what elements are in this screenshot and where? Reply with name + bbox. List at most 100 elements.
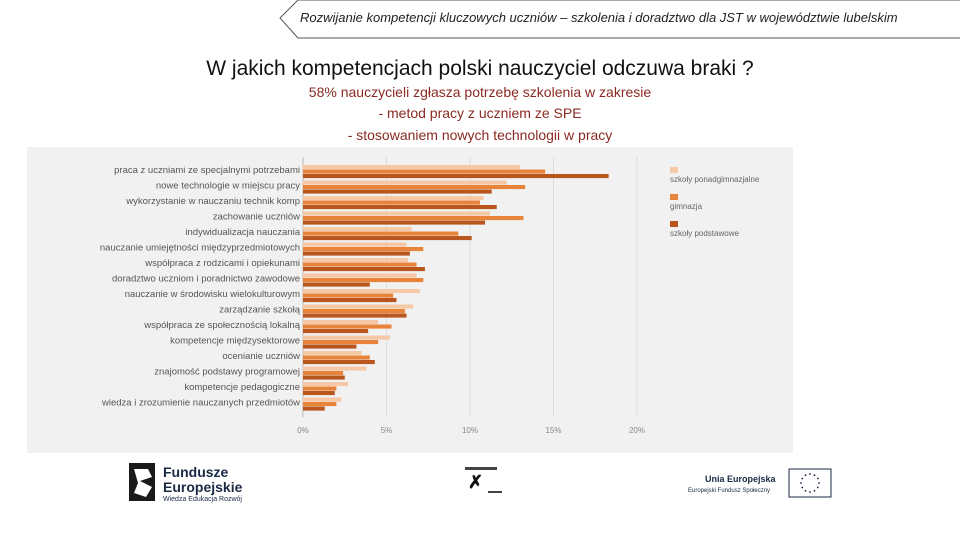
bar (303, 366, 367, 371)
legend-swatch (670, 221, 678, 227)
fe-line-3: Wiedza Edukacja Rozwój (163, 496, 242, 503)
eu-star (813, 489, 816, 492)
fundusze-europejskie-logo: Fundusze Europejskie Wiedza Edukacja Roz… (129, 463, 243, 503)
bar (303, 220, 486, 225)
category-label: zarządzanie szkołą (219, 305, 301, 316)
bar (303, 406, 325, 411)
eu-star (801, 486, 804, 489)
category-label: wiedza i zrozumienie nauczanych przedmio… (101, 398, 300, 409)
x-tick-label: 15% (545, 426, 561, 435)
category-label: znajomość podstawy programowej (154, 367, 300, 378)
bar (303, 258, 409, 263)
bar (303, 273, 417, 278)
category-label: praca z uczniami ze specjalnymi potrzeba… (114, 165, 300, 176)
bar (303, 324, 392, 329)
category-label: nowe technologie w miejscu pracy (156, 181, 300, 192)
bar (303, 247, 424, 252)
category-label: współpraca z rodzicami i opiekunami (144, 258, 300, 269)
eu-star (804, 489, 807, 492)
category-label: wykorzystanie w nauczaniu technik komp (125, 196, 300, 207)
bar (303, 360, 375, 365)
bar (303, 340, 379, 345)
banner-text: Rozwijanie kompetencji kluczowych ucznió… (300, 10, 898, 25)
eu-star (816, 486, 819, 489)
eu-star (816, 477, 819, 480)
legend-swatch (670, 194, 678, 200)
bar (303, 282, 370, 287)
bar (303, 205, 497, 210)
legend-label: szkoły podstawowe (670, 229, 739, 238)
category-label: nauczanie umiejętności międzyprzedmiotow… (100, 243, 300, 254)
bar (303, 165, 521, 170)
bar (303, 298, 397, 303)
middle-logo: ✗ (465, 467, 502, 493)
eu-star (800, 482, 802, 484)
bar (303, 329, 369, 334)
fe-line-1: Fundusze (163, 464, 229, 480)
eu-star (813, 474, 816, 477)
bar (303, 200, 481, 205)
bar (303, 351, 362, 356)
subtitle-line-1: 58% nauczycieli zgłasza potrzebę szkolen… (308, 84, 652, 100)
bar (303, 251, 410, 256)
bar (303, 304, 414, 309)
eu-star (809, 491, 811, 493)
eu-logo: Unia Europejska Europejski Fundusz Społe… (688, 468, 832, 498)
bar (303, 335, 390, 340)
subtitle-line-2: - metod pracy z uczniem ze SPE (378, 105, 582, 121)
bar (303, 169, 546, 174)
fe-line-2: Europejskie (163, 479, 243, 495)
bar (303, 382, 349, 387)
bar (303, 320, 379, 325)
x-tick-label: 20% (629, 426, 645, 435)
category-label: nauczanie w środowisku wielokulturowym (125, 289, 300, 300)
category-label: współpraca ze społecznością lokalną (143, 320, 300, 331)
category-label: ocenianie uczniów (222, 351, 300, 362)
bar-chart: 0% 5% 10% 15% 20% praca z uczniami ze specjal… (100, 157, 760, 435)
bar (303, 242, 407, 247)
footer-logos: Fundusze Europejskie Wiedza Edukacja Roz… (129, 463, 832, 503)
legend-label: gimnazja (670, 202, 703, 211)
bar (303, 386, 337, 391)
bar (303, 189, 492, 194)
bar (303, 180, 507, 185)
bar (303, 231, 459, 236)
bar (303, 309, 405, 314)
category-label: kompetencje pedagogiczne (184, 382, 300, 393)
x-tick-label: 5% (381, 426, 393, 435)
eu-star (818, 482, 820, 484)
bar (303, 289, 420, 294)
eu-stars-icon (800, 473, 820, 493)
bar (303, 227, 412, 232)
legend-label: szkoły ponadgimnazjalne (670, 175, 760, 184)
eu-star (809, 473, 811, 475)
bar (303, 371, 344, 376)
bar (303, 262, 417, 267)
bar (303, 216, 524, 221)
x-tick-label: 0% (297, 426, 309, 435)
bar (303, 196, 484, 201)
category-label: zachowanie uczniów (213, 212, 300, 223)
bar (303, 185, 526, 190)
category-label: indywidualizacja nauczania (185, 227, 300, 238)
bar (303, 402, 337, 407)
bar (303, 355, 370, 360)
bar (303, 293, 394, 298)
chart-area: 0% 5% 10% 15% 20% praca z uczniami ze specjal… (27, 147, 793, 453)
eu-line-2: Europejski Fundusz Społeczny (688, 488, 770, 494)
bar (303, 391, 335, 396)
legend-swatch (670, 167, 678, 173)
bar (303, 211, 491, 216)
eu-star (804, 474, 807, 477)
eu-star (801, 477, 804, 480)
bar (303, 313, 407, 318)
figure-icon: ✗ (468, 472, 483, 492)
bar (303, 278, 424, 283)
x-tick-label: 10% (462, 426, 478, 435)
subtitle-line-3: - stosowaniem nowych technologii w pracy (347, 127, 613, 143)
title-banner (279, 0, 960, 39)
bar (303, 344, 357, 349)
bar (303, 267, 425, 272)
eu-line-1: Unia Europejska (705, 474, 777, 484)
bar (303, 174, 609, 179)
